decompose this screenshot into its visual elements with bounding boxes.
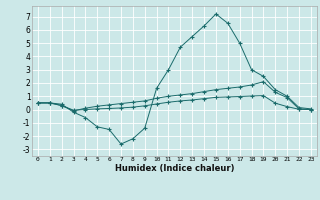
X-axis label: Humidex (Indice chaleur): Humidex (Indice chaleur)	[115, 164, 234, 173]
